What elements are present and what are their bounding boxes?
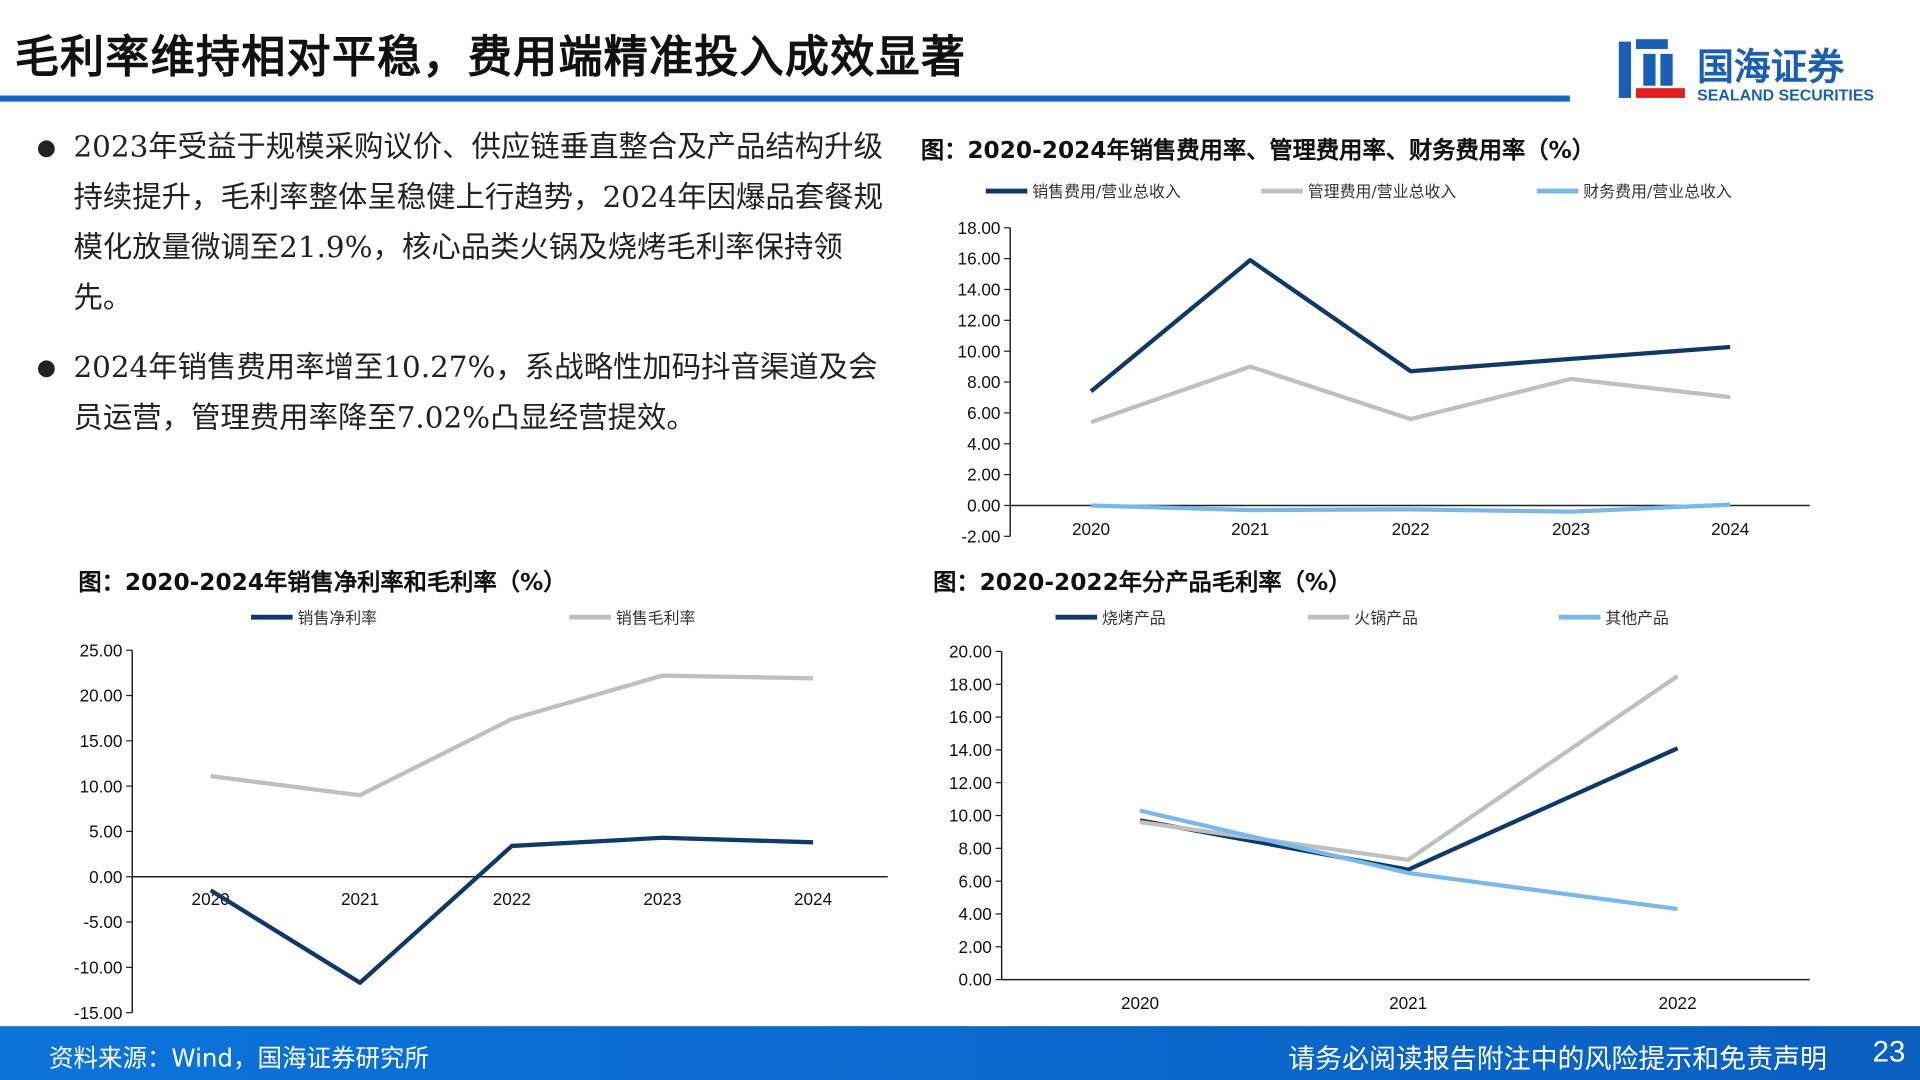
x-tick-label: 2022	[1392, 519, 1430, 539]
y-tick-label: 18.00	[958, 218, 1001, 238]
legend-label: 销售毛利率	[616, 608, 696, 627]
series-line-1	[1090, 364, 1731, 425]
y-tick-label: 2.00	[959, 937, 992, 957]
logo-text-en: SEALAND SECURITIES	[1697, 85, 1875, 105]
source-note: 资料来源：Wind，国海证券研究所	[48, 1043, 429, 1073]
disclaimer-link[interactable]: 请务必阅读报告附注中的风险提示和免责声明	[1288, 1044, 1827, 1076]
logo-text-cn: 国海证券	[1697, 46, 1845, 90]
y-tick-label: 15.00	[80, 731, 123, 751]
x-tick-label: 2021	[341, 889, 379, 909]
y-tick-label: 10.00	[949, 806, 992, 826]
bullet-item: 2023年受益于规模采购议价、供应链垂直整合及产品结构升级持续提升，毛利率整体呈…	[37, 122, 894, 323]
y-tick-label: 10.00	[80, 776, 123, 796]
y-tick-label: 14.00	[949, 740, 992, 760]
y-tick-label: -2.00	[961, 526, 1000, 546]
legend-label: 销售净利率	[298, 608, 378, 627]
y-tick-label: 12.00	[949, 773, 992, 793]
y-tick-label: 5.00	[89, 822, 122, 842]
y-tick-label: 2.00	[967, 465, 1000, 485]
bullet-list: 2023年受益于规模采购议价、供应链垂直整合及产品结构升级持续提升，毛利率整体呈…	[37, 122, 894, 462]
x-tick-label: 2024	[794, 889, 833, 909]
y-tick-label: 6.00	[959, 871, 992, 891]
y-tick-label: 18.00	[949, 674, 992, 694]
x-tick-label: 2020	[1121, 993, 1159, 1013]
x-tick-label: 2021	[1389, 993, 1427, 1013]
y-tick-label: 16.00	[958, 249, 1001, 269]
chart-title-expense: 图：2020-2024年销售费用率、管理费用率、财务费用率（%）	[920, 137, 1596, 165]
y-tick-label: 8.00	[967, 372, 1000, 392]
x-tick-label: 2020	[1072, 519, 1110, 539]
y-tick-label: 20.00	[80, 686, 123, 706]
y-tick-label: 14.00	[958, 280, 1001, 300]
legend-label: 火锅产品	[1354, 608, 1418, 627]
chart-title-product: 图：2020-2022年分产品毛利率（%）	[933, 569, 1352, 597]
y-tick-label: 4.00	[967, 434, 1000, 454]
y-tick-label: -15.00	[74, 1003, 123, 1023]
y-tick-label: 6.00	[967, 403, 1000, 423]
legend-label: 管理费用/营业总收入	[1308, 182, 1457, 201]
sealand-logo: 国海证券 SEALAND SECURITIES	[1614, 37, 1896, 106]
y-tick-label: 12.00	[958, 310, 1001, 330]
series-line-0	[1089, 258, 1731, 393]
footer-bar: 资料来源：Wind，国海证券研究所 请务必阅读报告附注中的风险提示和免责声明 2…	[0, 1026, 1920, 1080]
y-tick-label: 4.00	[959, 904, 992, 924]
x-tick-label: 2023	[643, 889, 681, 909]
legend-label: 烧烤产品	[1102, 608, 1166, 627]
x-tick-label: 2024	[1711, 519, 1750, 539]
title-underline	[0, 95, 1570, 102]
series-line-0	[1139, 746, 1679, 872]
y-tick-label: 25.00	[80, 640, 123, 660]
y-tick-label: 20.00	[949, 642, 992, 662]
legend-label: 其他产品	[1605, 608, 1669, 627]
bullet-item: 2024年销售费用率增至10.27%，系战略性加码抖音渠道及会员运营，管理费用率…	[37, 343, 894, 443]
y-tick-label: 0.00	[967, 496, 1000, 516]
chart-title-margin: 图：2020-2024年销售净利率和毛利率（%）	[78, 569, 567, 597]
logo-mark-icon	[1618, 39, 1685, 98]
x-tick-label: 2023	[1552, 519, 1590, 539]
y-tick-label: 16.00	[949, 707, 992, 727]
y-tick-label: 8.00	[959, 838, 992, 858]
y-tick-label: 0.00	[959, 970, 992, 990]
legend-label: 财务费用/营业总收入	[1583, 182, 1732, 201]
x-tick-label: 2022	[493, 889, 531, 909]
x-tick-label: 2022	[1659, 993, 1697, 1013]
legend-label: 销售费用/营业总收入	[1032, 182, 1181, 201]
page-title: 毛利率维持相对平稳，费用端精准投入成效显著	[14, 33, 967, 84]
y-tick-label: 10.00	[958, 341, 1001, 361]
y-tick-label: -5.00	[83, 912, 122, 932]
series-line-0	[209, 835, 814, 985]
x-tick-label: 2021	[1231, 519, 1269, 539]
y-tick-label: -10.00	[74, 957, 123, 977]
page-number: 23	[1872, 1035, 1906, 1069]
y-tick-label: 0.00	[89, 867, 122, 887]
series-line-1	[210, 673, 814, 798]
series-line-1	[1139, 674, 1679, 862]
